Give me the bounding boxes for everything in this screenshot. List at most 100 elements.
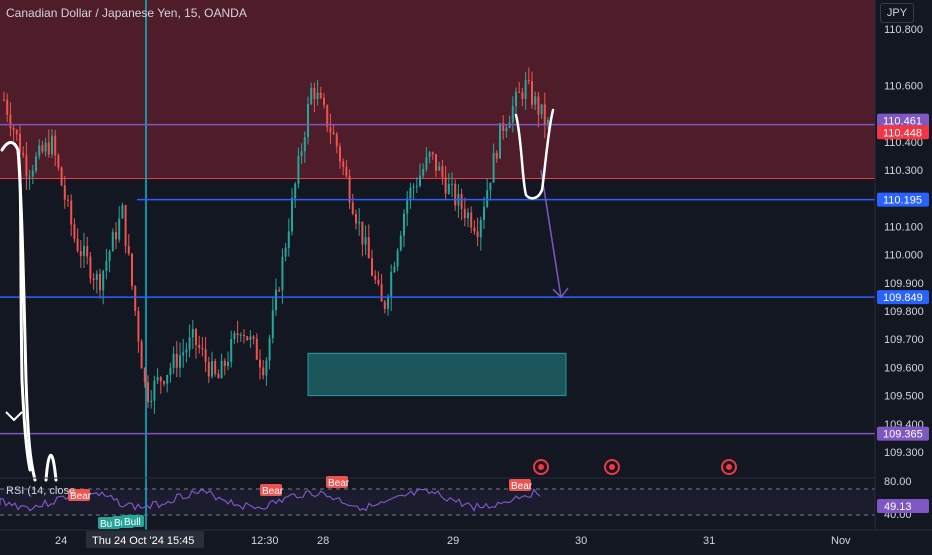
price-tick: 109.900	[884, 278, 924, 290]
candle-body	[502, 123, 505, 132]
candle-body	[278, 289, 281, 291]
candle-body	[406, 198, 409, 214]
candle-body	[339, 146, 341, 162]
candle-body	[371, 258, 373, 276]
candle-body	[121, 205, 124, 219]
candle-body	[476, 231, 479, 238]
time-tick: 31	[703, 535, 715, 547]
candle-body	[89, 256, 92, 279]
candle-body	[447, 183, 450, 194]
price-tick: 109.300	[884, 447, 924, 459]
event-marker-icon[interactable]	[604, 459, 620, 475]
freehand-drawing	[16, 148, 37, 482]
candle-body	[540, 104, 543, 115]
candle-body	[355, 213, 357, 224]
candle-body	[438, 166, 441, 171]
candle-body	[486, 190, 489, 207]
candle-body	[217, 373, 220, 379]
candle-body	[323, 98, 325, 106]
crosshair-time-tag	[86, 531, 204, 548]
event-marker-icon[interactable]	[721, 459, 737, 475]
candle-body	[425, 156, 428, 170]
candle-body	[262, 367, 265, 376]
rsi-badge-label: Bear	[262, 486, 284, 497]
candle-body	[233, 333, 236, 340]
candle-body	[505, 127, 508, 132]
candle-body	[409, 187, 412, 199]
price-tick: 110.100	[884, 221, 923, 233]
candle-body	[166, 374, 169, 384]
crosshair-time-label: Thu 24 Oct '24 15:45	[92, 535, 194, 547]
candle-body	[41, 145, 44, 152]
candle-body	[156, 377, 159, 381]
candle-body	[399, 235, 402, 251]
demand-box	[307, 352, 567, 397]
candle-body	[198, 344, 201, 349]
candle-body	[51, 135, 53, 155]
candle-body	[268, 338, 271, 361]
candle-body	[227, 361, 229, 367]
candle-body	[271, 310, 274, 339]
candle-body	[524, 80, 527, 99]
candle-body	[515, 91, 517, 107]
price-tick: 109.700	[884, 334, 924, 346]
currency-button[interactable]: JPY	[880, 3, 914, 23]
candle-body	[22, 153, 25, 156]
candle-body	[495, 152, 498, 159]
candle-body	[179, 355, 181, 368]
candle-body	[67, 199, 69, 201]
candle-body	[265, 360, 268, 376]
candle-body	[15, 130, 18, 135]
rsi-bear-badge	[260, 484, 282, 496]
candle-body	[419, 175, 421, 186]
candle-body	[316, 92, 319, 100]
price-tag-label: 109.849	[883, 292, 923, 304]
candle-body	[307, 103, 309, 137]
candle-body	[124, 205, 127, 246]
candle-body	[358, 221, 361, 224]
price-tick: 109.500	[884, 391, 924, 403]
candle-body	[111, 232, 114, 252]
price-axis-bg	[875, 0, 932, 550]
event-marker-icon[interactable]	[533, 459, 549, 475]
price-tag	[877, 125, 929, 140]
candle-body	[54, 135, 57, 156]
time-tick: 12:30	[251, 535, 279, 547]
candle-body	[252, 336, 255, 339]
price-tag	[877, 113, 929, 128]
rsi-badge-label: Bear	[511, 481, 533, 492]
candle-body	[415, 185, 418, 187]
candle-body	[483, 206, 485, 221]
candle-body	[60, 167, 63, 186]
rsi-band	[0, 489, 875, 515]
candle-body	[9, 114, 12, 129]
rsi-badge-label: Bull	[100, 519, 117, 530]
price-tag-label: 110.448	[883, 127, 922, 139]
candle-body	[387, 297, 389, 309]
freehand-drawing	[514, 108, 555, 200]
time-tick: 24	[55, 535, 67, 547]
candle-body	[195, 329, 197, 345]
candle-body	[396, 250, 399, 267]
candle-body	[83, 245, 85, 256]
price-tag	[877, 290, 929, 305]
candle-body	[159, 377, 162, 382]
candle-body	[243, 334, 245, 337]
candle-body	[364, 237, 367, 245]
freehand-drawing	[0, 141, 32, 472]
candle-body	[63, 185, 66, 200]
candle-body	[275, 289, 277, 311]
rsi-label: RSI (14, close	[6, 485, 76, 497]
event-marker-dot-icon	[726, 464, 732, 470]
candle-body	[511, 106, 514, 123]
candle-body	[204, 349, 207, 362]
candle-body	[95, 273, 98, 280]
candle-body	[403, 213, 405, 236]
candle-body	[44, 142, 47, 152]
candle-body	[255, 338, 258, 360]
candle-body	[348, 176, 351, 203]
candle-body	[351, 202, 354, 214]
candle-body	[492, 152, 495, 183]
